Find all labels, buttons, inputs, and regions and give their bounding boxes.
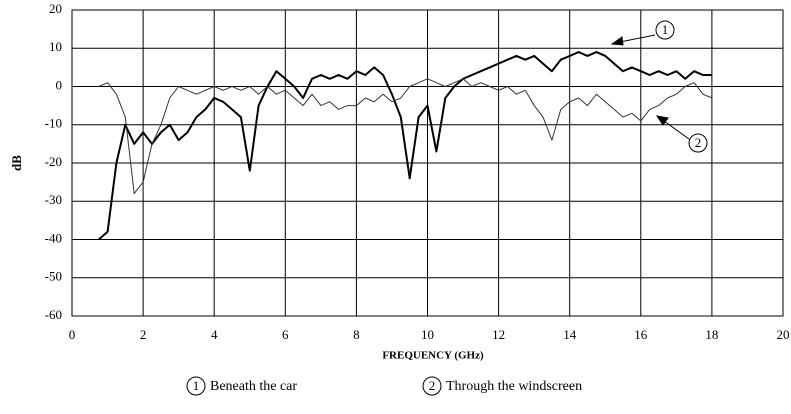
x-tick-label: 14 bbox=[563, 327, 577, 342]
data-line bbox=[98, 51, 712, 241]
legend-label: Through the windscreen bbox=[446, 379, 582, 394]
x-tick-label: 6 bbox=[282, 327, 289, 342]
data-line bbox=[98, 78, 713, 195]
x-tick-label: 4 bbox=[211, 327, 218, 342]
annotation-arrows bbox=[610, 34, 690, 140]
legend-circle bbox=[186, 376, 206, 396]
x-tick-label: 2 bbox=[140, 327, 147, 342]
y-tick-label: -20 bbox=[45, 154, 62, 169]
x-tick-label: 8 bbox=[353, 327, 360, 342]
x-tick-label: 0 bbox=[69, 327, 76, 342]
annotation-circle bbox=[655, 20, 675, 40]
x-tick-label: 10 bbox=[421, 327, 434, 342]
y-tick-label: -40 bbox=[45, 230, 62, 245]
y-tick-label: 0 bbox=[56, 77, 63, 92]
annotation-circle bbox=[688, 133, 708, 153]
y-tick-label: 10 bbox=[49, 39, 62, 54]
arrow bbox=[619, 34, 656, 43]
legend-circle bbox=[422, 376, 442, 396]
plot-frame bbox=[71, 9, 784, 317]
arrow-head bbox=[655, 115, 669, 126]
y-tick-label: 20 bbox=[49, 1, 62, 16]
x-axis-label: FREQUENCY (GHz) bbox=[382, 350, 484, 362]
y-tick-label: -50 bbox=[45, 269, 62, 284]
y-tick-label: -10 bbox=[45, 116, 62, 131]
x-tick-label: 16 bbox=[634, 327, 648, 342]
legend-number: 1 bbox=[193, 378, 200, 393]
x-tick-label: 18 bbox=[705, 327, 718, 342]
annotation-label: 1 bbox=[662, 22, 669, 37]
arrow-head bbox=[610, 36, 624, 46]
x-tick-label: 20 bbox=[777, 327, 790, 342]
y-tick-label: -30 bbox=[45, 192, 62, 207]
annotation-label: 2 bbox=[695, 135, 702, 150]
y-axis-label: dB bbox=[9, 155, 24, 171]
y-tick-label: -60 bbox=[45, 307, 62, 322]
x-tick-label: 12 bbox=[492, 327, 505, 342]
legend-number: 2 bbox=[429, 378, 436, 393]
legend-label: Beneath the car bbox=[210, 379, 297, 394]
arrow bbox=[663, 120, 690, 140]
